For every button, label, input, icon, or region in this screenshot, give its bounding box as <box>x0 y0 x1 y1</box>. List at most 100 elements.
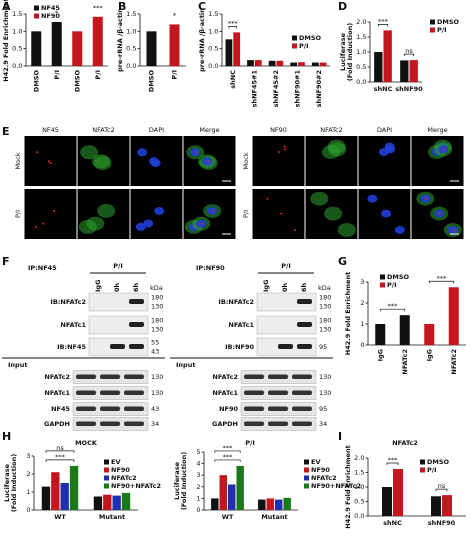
significance-label: ns <box>438 482 446 490</box>
band <box>292 421 312 426</box>
x-tick-label: shNF90 <box>395 85 423 93</box>
x-tick-label: shNF45#2 <box>272 70 280 107</box>
y-tick-label: 1 <box>196 494 200 502</box>
significance-label: *** <box>93 4 104 12</box>
blot-label: NFATc1 <box>212 389 238 397</box>
y-tick-label: 2 <box>26 470 30 478</box>
legend-swatch <box>304 467 309 473</box>
nucleolus <box>293 228 296 231</box>
significance-bracket <box>428 280 455 284</box>
bar <box>268 60 276 66</box>
y-tick-label: 1.5 <box>354 469 364 477</box>
y-tick-label: 1.0 <box>356 48 366 56</box>
bar <box>311 62 319 66</box>
y-tick-label: 3 <box>26 452 30 460</box>
y-tick-label: 5 <box>196 448 200 456</box>
legend-swatch <box>380 274 385 280</box>
channel-header: NF45 <box>42 126 59 134</box>
significance-bracket <box>214 459 241 462</box>
legend-label: NF90 <box>41 12 60 20</box>
micrograph <box>24 136 77 186</box>
significance-label: *** <box>388 456 399 464</box>
lane-label: IgG <box>262 280 270 292</box>
blot-label: IB:NF90 <box>225 343 254 351</box>
channel-header: NF90 <box>270 126 287 134</box>
nucleolus <box>212 209 215 212</box>
bar <box>169 24 180 66</box>
legend-swatch <box>104 483 109 489</box>
bar <box>41 486 51 510</box>
band <box>100 406 120 411</box>
micrograph <box>252 136 305 186</box>
legend-swatch <box>34 13 39 19</box>
nucleolus <box>34 225 37 228</box>
y-tick-label: 1.0 <box>126 27 136 35</box>
nucleus <box>143 219 154 228</box>
nucleolus <box>284 148 287 151</box>
kda-marker: 180 <box>151 294 163 302</box>
nucleus <box>137 148 148 157</box>
kda-marker: 34 <box>319 420 327 428</box>
band <box>278 344 293 349</box>
bar <box>266 498 274 510</box>
y-tick-label: 3 <box>196 471 200 479</box>
channel-header: Merge <box>199 126 219 134</box>
legend-swatch <box>430 19 435 25</box>
kda-label: kDa <box>318 284 331 292</box>
treatment-label: P/I <box>281 262 291 270</box>
legend-label: NF90 <box>311 466 330 474</box>
bar <box>298 62 305 66</box>
bar <box>112 495 121 510</box>
y-tick-label: 0.0 <box>126 62 136 70</box>
row-label: Mock <box>242 152 250 169</box>
x-tick-label: WT <box>222 513 234 521</box>
y-axis-label: Luciferase <box>173 461 181 500</box>
nucleolus <box>36 151 39 154</box>
y-tick-label: 1.0 <box>354 483 364 491</box>
x-tick-label: shNC <box>229 70 237 89</box>
x-tick-label: shNC <box>374 85 393 93</box>
x-tick-label: DMSO <box>32 70 40 93</box>
x-tick-label: IgG <box>376 349 384 361</box>
bar <box>275 499 283 510</box>
bar <box>382 487 392 516</box>
ip-label: IP:NF90 <box>196 264 225 272</box>
kda-marker: 130 <box>319 326 331 334</box>
y-tick-label: 1 <box>360 320 364 328</box>
band <box>297 299 312 304</box>
x-tick-label: DMSO <box>73 70 81 93</box>
x-tick-label: DMSO <box>148 70 156 93</box>
y-axis-label: (Fold Induction) <box>346 23 354 81</box>
kda-marker: 95 <box>319 343 327 351</box>
bar <box>400 60 409 82</box>
bar <box>236 465 244 510</box>
blot-label: NFATc1 <box>60 321 86 329</box>
bar <box>375 324 386 345</box>
nucleus <box>385 145 396 154</box>
lane-label: 0h <box>281 282 289 292</box>
y-tick-label: 1.5 <box>356 33 366 41</box>
legend-label: DMSO <box>427 458 450 466</box>
bar <box>393 469 403 516</box>
significance-label: ns <box>56 444 64 452</box>
lane-label: 6h <box>132 282 140 292</box>
blot <box>88 315 149 335</box>
band <box>268 406 288 411</box>
bar <box>431 496 441 516</box>
legend-label: NF90 <box>111 466 130 474</box>
legend-swatch <box>420 467 425 473</box>
bar <box>254 60 262 66</box>
treatment-label: P/I <box>113 262 123 270</box>
nucleolus <box>201 222 204 225</box>
panel-letter: C <box>198 0 206 13</box>
y-axis-label: H42.9 Fold Enrichment <box>344 445 352 528</box>
bar <box>31 31 42 66</box>
x-tick-label: P/I <box>94 70 102 80</box>
x-tick-label: shNF45#1 <box>250 70 258 108</box>
y-tick-label: 4 <box>196 460 200 468</box>
kda-marker: 180 <box>319 317 331 325</box>
x-tick-label: Mutant <box>99 513 125 521</box>
significance-label: ns <box>405 47 413 55</box>
bar <box>211 498 219 510</box>
